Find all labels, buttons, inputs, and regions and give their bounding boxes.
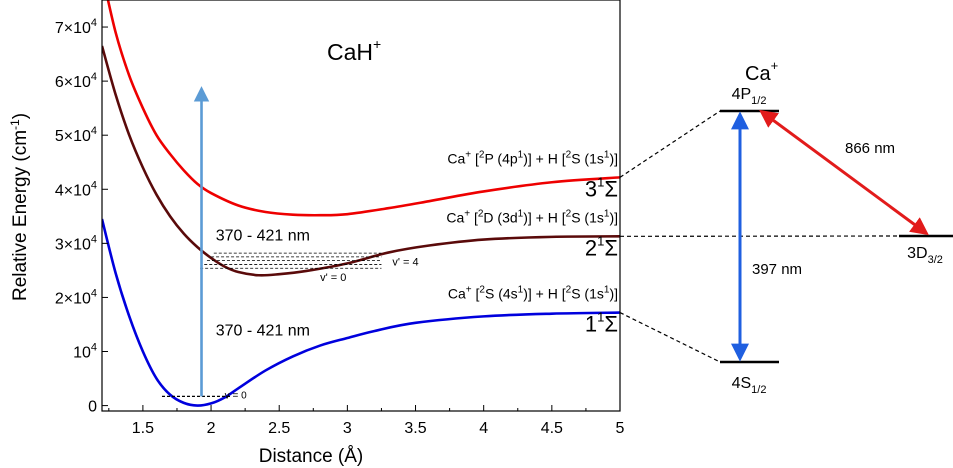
asymptote-label: Ca+ [2S (4s1)] + H [2S (1s1)] — [448, 285, 618, 302]
plot-frame — [101, 0, 621, 412]
y-tick-label: 6×104 — [55, 71, 97, 91]
x-tick-label: 4.5 — [541, 420, 563, 437]
connector-4p — [619, 110, 721, 178]
state-label: 21Σ — [585, 233, 618, 260]
asymptote-label: Ca+ [2D (3d1)] + H [2S (1s1)] — [446, 208, 618, 225]
vibrational-levels — [161, 252, 382, 398]
state-label: 11Σ — [585, 310, 618, 337]
x-tick-label: 3.5 — [404, 420, 426, 437]
y-tick-label: 7×104 — [55, 17, 97, 37]
level-3d-label: 3D3/2 — [907, 245, 943, 266]
x-axis-label: Distance (Å) — [259, 446, 364, 467]
x-tick-label: 2 — [207, 420, 216, 437]
ion-energy-diagram: Ca+4P1/2 3D3/2 4S1/2 397 nm 866 nm — [619, 58, 953, 396]
x-tick-label: 4 — [479, 420, 488, 437]
level-4s-label: 4S1/2 — [732, 375, 767, 396]
x-tick-label: 1.5 — [132, 420, 154, 437]
transition-866-arrow — [759, 109, 929, 236]
wavelength-annotation: 370 - 421 nm — [216, 228, 310, 245]
y-tick-label: 5×104 — [55, 125, 97, 145]
plot-area — [102, 0, 620, 407]
y-axis-label: Relative Energy (cm-1) — [8, 113, 31, 301]
axis-ticks: 1.5 2 2.5 3 3.5 4 4.5 5 0 104 2×104 3×104 4×104 5×104… — [55, 17, 625, 437]
ground-vibrational-label: v = 0 — [225, 391, 247, 402]
molecule-label: CaH+ — [327, 36, 381, 65]
x-tick-label: 5 — [616, 420, 625, 437]
connector-4s — [619, 312, 721, 363]
v-high-label: v' = 4 — [392, 257, 418, 269]
y-tick-label: 0 — [88, 399, 97, 416]
third-state-curve — [106, 0, 620, 217]
second-state-curve — [102, 45, 620, 277]
y-tick-label: 4×104 — [55, 179, 97, 199]
series-layer — [102, 0, 620, 407]
state-label: 31Σ — [585, 174, 618, 201]
v-low-label: v' = 0 — [320, 272, 346, 284]
level-4p-label: 4P1/2 — [732, 86, 767, 107]
wavelength-annotation: 370 - 421 nm — [216, 322, 310, 339]
ion-title: Ca+ — [745, 58, 778, 85]
chart-labels: Ca+ [2P (4p1)] + H [2S (1s1)] Ca+ [2D (3d… — [216, 149, 618, 401]
x-tick-label: 3 — [343, 420, 352, 437]
asymptote-label: Ca+ [2P (4p1)] + H [2S (1s1)] — [447, 149, 618, 166]
x-tick-label: 2.5 — [268, 420, 290, 437]
y-tick-label: 3×104 — [55, 233, 97, 253]
transition-866-label: 866 nm — [845, 140, 895, 157]
y-tick-label: 2×104 — [55, 287, 97, 307]
y-tick-label: 104 — [73, 342, 97, 362]
transition-397-label: 397 nm — [752, 261, 802, 278]
ground-state-curve — [102, 218, 620, 407]
